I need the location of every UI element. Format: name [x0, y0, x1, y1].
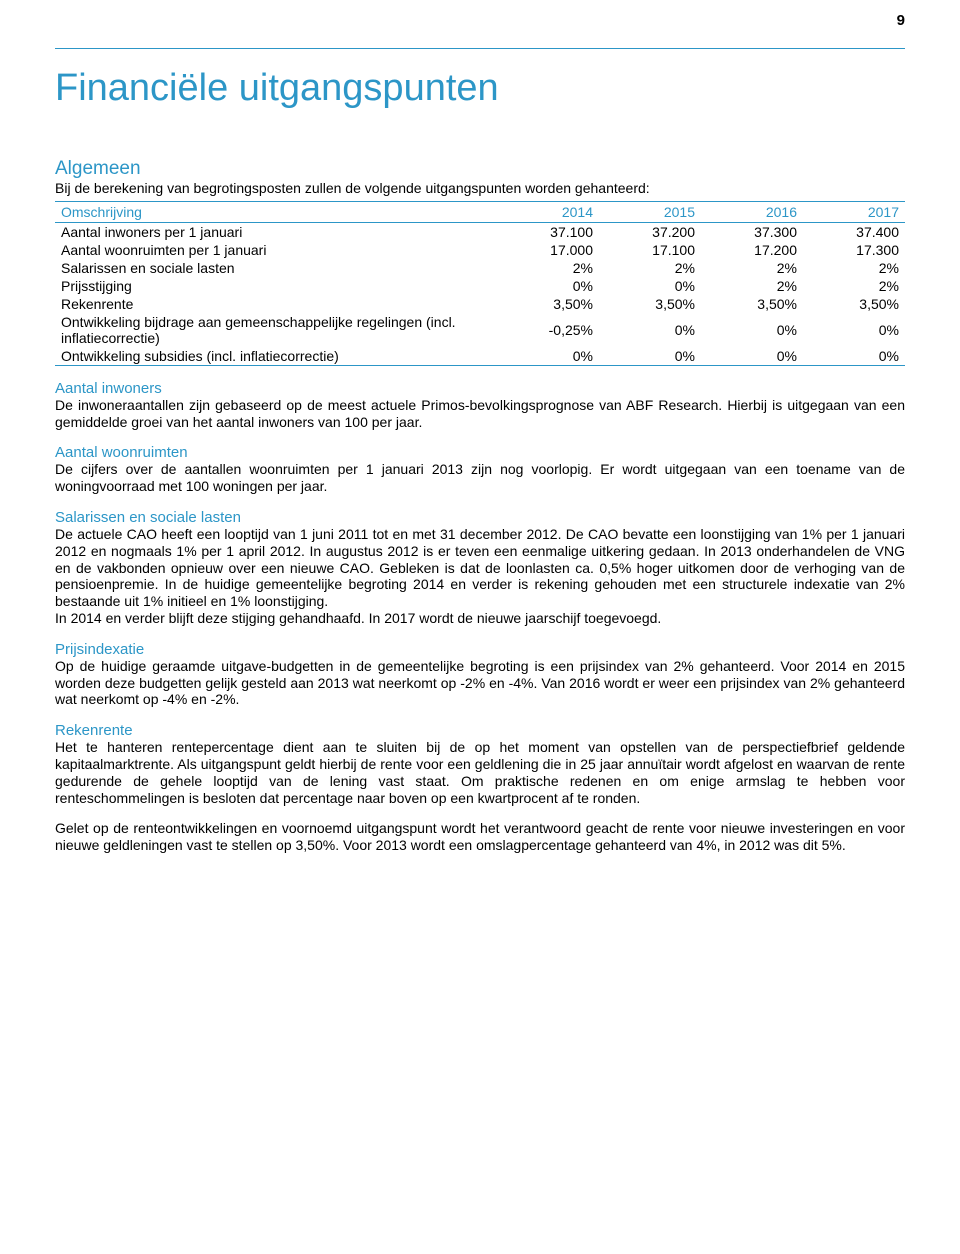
- row-label: Rekenrente: [55, 295, 497, 313]
- top-rule: [55, 48, 905, 49]
- row-value: 17.100: [599, 241, 701, 259]
- row-value: 0%: [803, 347, 905, 366]
- row-value: 2%: [701, 277, 803, 295]
- row-value: 0%: [497, 277, 599, 295]
- heading-prijsindexatie: Prijsindexatie: [55, 641, 905, 658]
- table-row: Salarissen en sociale lasten2%2%2%2%: [55, 259, 905, 277]
- row-label: Ontwikkeling subsidies (incl. inflatieco…: [55, 347, 497, 366]
- row-value: 17.200: [701, 241, 803, 259]
- row-label: Salarissen en sociale lasten: [55, 259, 497, 277]
- page-number: 9: [897, 12, 905, 29]
- row-value: 0%: [701, 313, 803, 347]
- col-2017: 2017: [803, 201, 905, 222]
- heading-rekenrente: Rekenrente: [55, 722, 905, 739]
- row-label: Aantal inwoners per 1 januari: [55, 222, 497, 241]
- row-value: 0%: [497, 347, 599, 366]
- col-2016: 2016: [701, 201, 803, 222]
- row-value: 2%: [803, 277, 905, 295]
- row-value: 17.000: [497, 241, 599, 259]
- row-value: 0%: [599, 313, 701, 347]
- heading-salarissen: Salarissen en sociale lasten: [55, 509, 905, 526]
- row-value: 0%: [599, 277, 701, 295]
- text-inwoners: De inwoneraantallen zijn gebaseerd op de…: [55, 397, 905, 431]
- table-row: Ontwikkeling subsidies (incl. inflatieco…: [55, 347, 905, 366]
- row-value: 2%: [497, 259, 599, 277]
- col-omschrijving: Omschrijving: [55, 201, 497, 222]
- row-value: 0%: [599, 347, 701, 366]
- col-2014: 2014: [497, 201, 599, 222]
- row-label: Aantal woonruimten per 1 januari: [55, 241, 497, 259]
- text-salarissen-2: In 2014 en verder blijft deze stijging g…: [55, 610, 905, 627]
- heading-inwoners: Aantal inwoners: [55, 380, 905, 397]
- table-row: Aantal woonruimten per 1 januari17.00017…: [55, 241, 905, 259]
- row-value: 0%: [701, 347, 803, 366]
- table-header-row: Omschrijving 2014 2015 2016 2017: [55, 201, 905, 222]
- row-value: 2%: [803, 259, 905, 277]
- row-value: 3,50%: [497, 295, 599, 313]
- row-value: 2%: [599, 259, 701, 277]
- row-value: 3,50%: [803, 295, 905, 313]
- row-label: Ontwikkeling bijdrage aan gemeenschappel…: [55, 313, 497, 347]
- table-row: Prijsstijging0%0%2%2%: [55, 277, 905, 295]
- text-rekenrente-1: Het te hanteren rentepercentage dient aa…: [55, 739, 905, 806]
- row-label: Prijsstijging: [55, 277, 497, 295]
- row-value: 37.200: [599, 222, 701, 241]
- row-value: 37.300: [701, 222, 803, 241]
- row-value: 37.100: [497, 222, 599, 241]
- table-row: Aantal inwoners per 1 januari37.10037.20…: [55, 222, 905, 241]
- assumptions-table: Omschrijving 2014 2015 2016 2017 Aantal …: [55, 201, 905, 366]
- row-value: -0,25%: [497, 313, 599, 347]
- row-value: 0%: [803, 313, 905, 347]
- page-title: Financiële uitgangspunten: [55, 67, 905, 110]
- heading-woonruimten: Aantal woonruimten: [55, 444, 905, 461]
- algemeen-intro: Bij de berekening van begrotingsposten z…: [55, 180, 905, 197]
- table-row: Rekenrente3,50%3,50%3,50%3,50%: [55, 295, 905, 313]
- row-value: 3,50%: [599, 295, 701, 313]
- col-2015: 2015: [599, 201, 701, 222]
- row-value: 37.400: [803, 222, 905, 241]
- text-rekenrente-2: Gelet op de renteontwikkelingen en voorn…: [55, 820, 905, 854]
- row-value: 3,50%: [701, 295, 803, 313]
- text-woonruimten: De cijfers over de aantallen woonruimten…: [55, 461, 905, 495]
- text-salarissen-1: De actuele CAO heeft een looptijd van 1 …: [55, 526, 905, 610]
- row-value: 17.300: [803, 241, 905, 259]
- section-algemeen-heading: Algemeen: [55, 158, 905, 180]
- text-prijsindexatie: Op de huidige geraamde uitgave-budgetten…: [55, 658, 905, 708]
- table-row: Ontwikkeling bijdrage aan gemeenschappel…: [55, 313, 905, 347]
- row-value: 2%: [701, 259, 803, 277]
